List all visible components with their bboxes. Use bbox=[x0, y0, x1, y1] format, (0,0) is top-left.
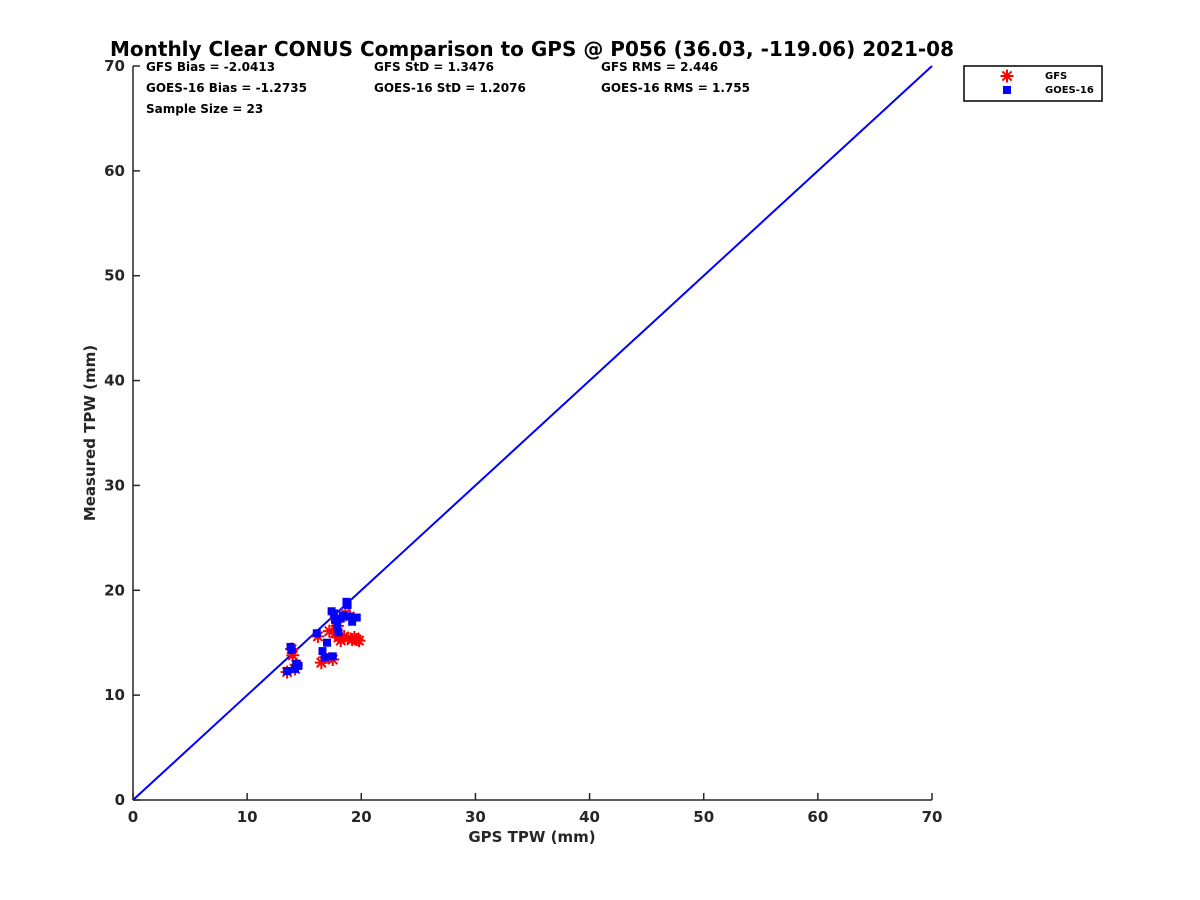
goes16-point bbox=[333, 621, 342, 630]
y-tick-label: 70 bbox=[104, 57, 125, 75]
y-tick-label: 20 bbox=[104, 581, 125, 599]
legend-box bbox=[963, 65, 1103, 102]
x-tick-label: 50 bbox=[693, 808, 714, 826]
x-tick-label: 40 bbox=[579, 808, 600, 826]
y-tick-label: 10 bbox=[104, 686, 125, 704]
x-tick-label: 30 bbox=[465, 808, 486, 826]
x-tick-label: 20 bbox=[351, 808, 372, 826]
one-to-one-line bbox=[132, 65, 933, 801]
goes16-point bbox=[352, 613, 361, 622]
goes16-bias-text: GOES-16 Bias = -1.2735 bbox=[146, 81, 307, 95]
goes16-point bbox=[339, 611, 348, 620]
goes16-point bbox=[312, 629, 321, 638]
goes16-point bbox=[334, 628, 343, 637]
goes16-point bbox=[283, 667, 292, 676]
gfs-std-text: GFS StD = 1.3476 bbox=[374, 60, 494, 74]
x-tick-label: 70 bbox=[922, 808, 943, 826]
one-to-one-reference-line bbox=[132, 65, 933, 801]
y-ticks: 0 10 20 30 40 50 60 70 bbox=[104, 57, 140, 809]
legend-goes16-square bbox=[1003, 86, 1011, 94]
goes16-point bbox=[320, 653, 329, 662]
y-tick-label: 30 bbox=[104, 476, 125, 494]
legend-goes16-label: GOES-16 bbox=[1045, 85, 1094, 96]
legend-gfs-asterisk bbox=[1000, 69, 1014, 83]
goes16-point bbox=[343, 600, 352, 609]
legend-gfs-label: GFS bbox=[1045, 71, 1067, 82]
y-tick-label: 40 bbox=[104, 372, 125, 390]
y-tick-label: 0 bbox=[115, 791, 125, 809]
y-tick-label: 50 bbox=[104, 267, 125, 285]
x-axis-label: GPS TPW (mm) bbox=[468, 828, 595, 846]
x-tick-label: 0 bbox=[128, 808, 138, 826]
goes16-std-text: GOES-16 StD = 1.2076 bbox=[374, 81, 526, 95]
goes16-point bbox=[291, 664, 300, 673]
goes16-point bbox=[329, 609, 338, 618]
legend-gfs-marker bbox=[1000, 69, 1014, 83]
goes16-rms-text: GOES-16 RMS = 1.755 bbox=[601, 81, 750, 95]
sample-size-text: Sample Size = 23 bbox=[146, 102, 263, 116]
y-axis-label: Measured TPW (mm) bbox=[81, 345, 99, 521]
chart-title: Monthly Clear CONUS Comparison to GPS @ … bbox=[110, 37, 954, 61]
legend-goes16-marker bbox=[1003, 86, 1011, 94]
goes16-series bbox=[283, 597, 361, 676]
x-ticks: 0 10 20 30 40 50 60 70 bbox=[128, 793, 943, 826]
y-tick-label: 60 bbox=[104, 162, 125, 180]
gfs-rms-text: GFS RMS = 2.446 bbox=[601, 60, 718, 74]
goes16-point bbox=[323, 638, 332, 647]
goes16-point bbox=[318, 647, 327, 656]
goes16-point bbox=[328, 652, 337, 661]
goes16-point bbox=[348, 617, 357, 626]
statistics-annotations: GFS Bias = -2.0413 GFS StD = 1.3476 GFS … bbox=[146, 60, 750, 116]
gfs-bias-text: GFS Bias = -2.0413 bbox=[146, 60, 275, 74]
axes bbox=[132, 66, 932, 801]
x-tick-label: 10 bbox=[237, 808, 258, 826]
goes16-point bbox=[331, 615, 340, 624]
goes16-point bbox=[287, 646, 296, 655]
legend: GFS GOES-16 bbox=[963, 65, 1103, 102]
x-tick-label: 60 bbox=[807, 808, 828, 826]
goes16-point bbox=[345, 612, 354, 621]
gfs-point bbox=[352, 634, 366, 648]
